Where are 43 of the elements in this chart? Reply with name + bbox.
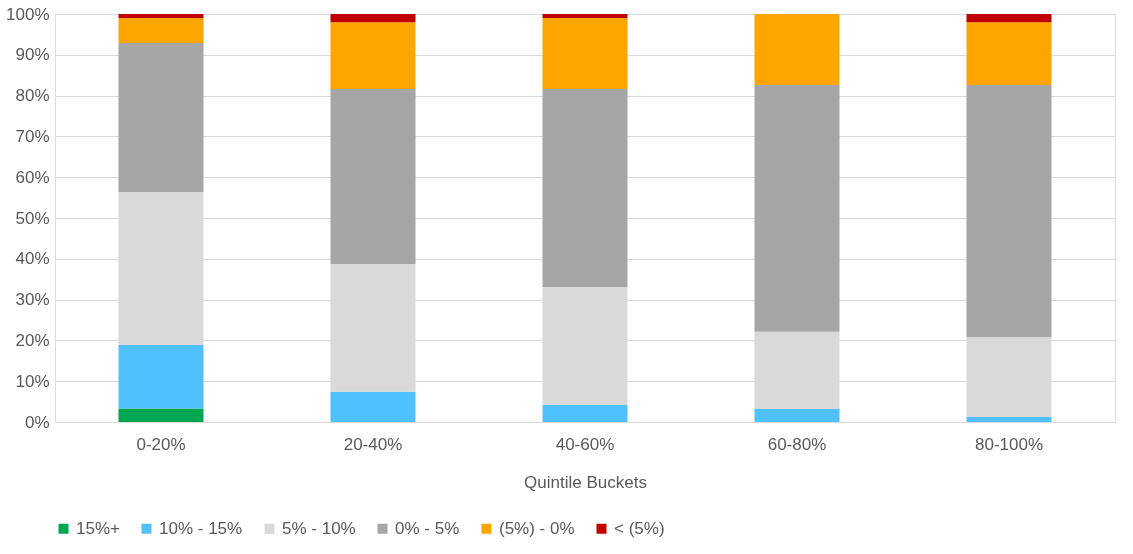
y-tick-label: 70%: [15, 126, 50, 146]
bar: [754, 14, 840, 85]
bar: [966, 417, 1052, 422]
bar: [330, 22, 416, 90]
y-tick-label: 90%: [15, 45, 50, 65]
bar: [754, 408, 840, 422]
x-axis-title: Quintile Buckets: [524, 472, 647, 492]
x-tick-label: 60-80%: [767, 434, 827, 454]
x-tick-label: 0-20%: [136, 434, 186, 454]
bar: [542, 404, 628, 422]
bar: [330, 391, 416, 422]
y-tick-label: 30%: [15, 290, 50, 310]
bar: [118, 18, 204, 43]
y-tick-label: 0%: [24, 412, 50, 432]
bar: [330, 14, 416, 23]
bar: [754, 84, 840, 332]
bar: [966, 22, 1052, 85]
legend-label: < (5%): [614, 518, 665, 538]
legend-label: 15%+: [76, 518, 121, 538]
bar: [542, 89, 628, 287]
y-tick-label: 50%: [15, 208, 50, 228]
y-tick-label: 20%: [15, 330, 50, 350]
legend-label: 10% - 15%: [159, 518, 243, 538]
bar: [966, 84, 1052, 338]
y-tick-label: 60%: [15, 167, 50, 187]
legend-label: (5%) - 0%: [499, 518, 575, 538]
y-tick-label: 10%: [15, 371, 50, 391]
legend-label: 5% - 10%: [282, 518, 356, 538]
legend-label: 0% - 5%: [395, 518, 460, 538]
y-tick-label: 80%: [15, 86, 50, 106]
y-tick-label: 40%: [15, 249, 50, 269]
bar: [542, 18, 628, 90]
x-tick-label: 80-100%: [974, 434, 1044, 454]
bar: [542, 14, 628, 19]
x-tick-label: 40-60%: [555, 434, 615, 454]
bar: [330, 89, 416, 265]
bar: [118, 42, 204, 192]
bar: [966, 14, 1052, 23]
bar: [118, 344, 204, 409]
y-tick-label: 100%: [6, 4, 50, 24]
bar: [118, 408, 204, 422]
bar: [118, 14, 204, 19]
x-tick-label: 20-40%: [343, 434, 403, 454]
